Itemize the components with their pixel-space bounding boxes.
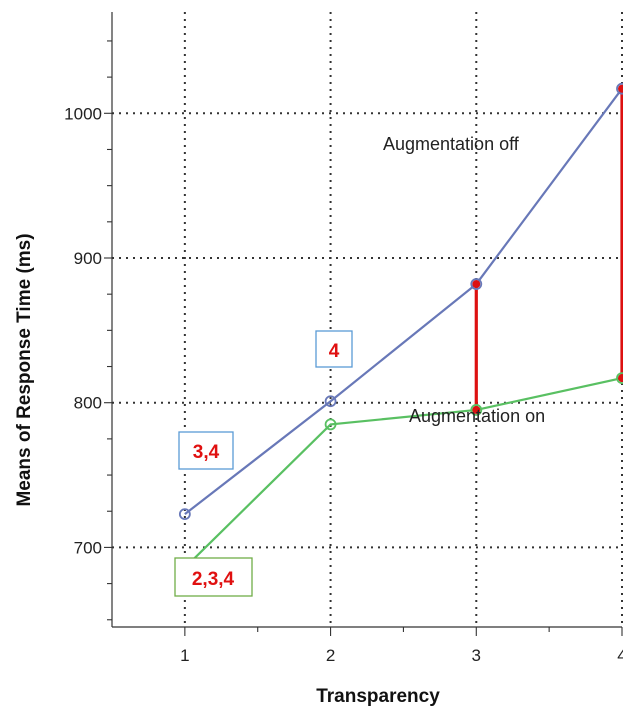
ticks: 700 800 900 1000 1 2 3 4 xyxy=(64,40,623,665)
point-augmentation-on-2 xyxy=(324,418,337,431)
y-tick-label-900: 900 xyxy=(74,249,102,268)
x-axis-title: Transparency xyxy=(316,686,440,707)
significance-box-2-3-4-label: 2,3,4 xyxy=(192,569,235,590)
difference-bar-end-x4 xyxy=(618,84,623,93)
point-augmentation-off-4 xyxy=(616,82,623,95)
markers-layer xyxy=(178,82,623,574)
series-label-augmentation-off: Augmentation off xyxy=(383,134,520,154)
significance-box-4-label: 4 xyxy=(329,341,340,362)
y-tick-label-800: 800 xyxy=(74,394,102,413)
axes xyxy=(111,12,622,628)
point-augmentation-off-1 xyxy=(178,508,191,521)
grid xyxy=(112,12,623,627)
significance-box-3-4-label: 3,4 xyxy=(193,442,220,463)
point-augmentation-on-4 xyxy=(616,372,623,385)
y-tick-label-700: 700 xyxy=(74,538,102,557)
series-label-augmentation-on: Augmentation on xyxy=(409,406,545,426)
x-tick-label-1: 1 xyxy=(180,646,189,665)
significance-box-3-4: 3,4 xyxy=(178,431,234,470)
significance-box-4: 4 xyxy=(315,330,353,368)
series-layer xyxy=(184,88,623,569)
x-tick-label-4: 4 xyxy=(617,646,623,665)
y-tick-label-1000: 1000 xyxy=(64,104,102,123)
point-augmentation-off-2 xyxy=(324,395,337,408)
point-augmentation-on-3 xyxy=(470,404,483,416)
x-tick-label-2: 2 xyxy=(326,646,335,665)
y-axis-title: Means of Response Time (ms) xyxy=(14,233,35,506)
significance-box-2-3-4: 2,3,4 xyxy=(174,557,253,597)
difference-bars xyxy=(472,84,623,414)
point-augmentation-off-3 xyxy=(470,278,483,290)
series-line-augmentation-off xyxy=(184,88,623,515)
difference-bar-end-x3 xyxy=(472,280,481,289)
difference-bar-end-x3 xyxy=(472,405,481,414)
x-tick-label-3: 3 xyxy=(472,646,481,665)
difference-bar-end-x4 xyxy=(618,374,623,383)
series-line-augmentation-on xyxy=(184,377,623,569)
